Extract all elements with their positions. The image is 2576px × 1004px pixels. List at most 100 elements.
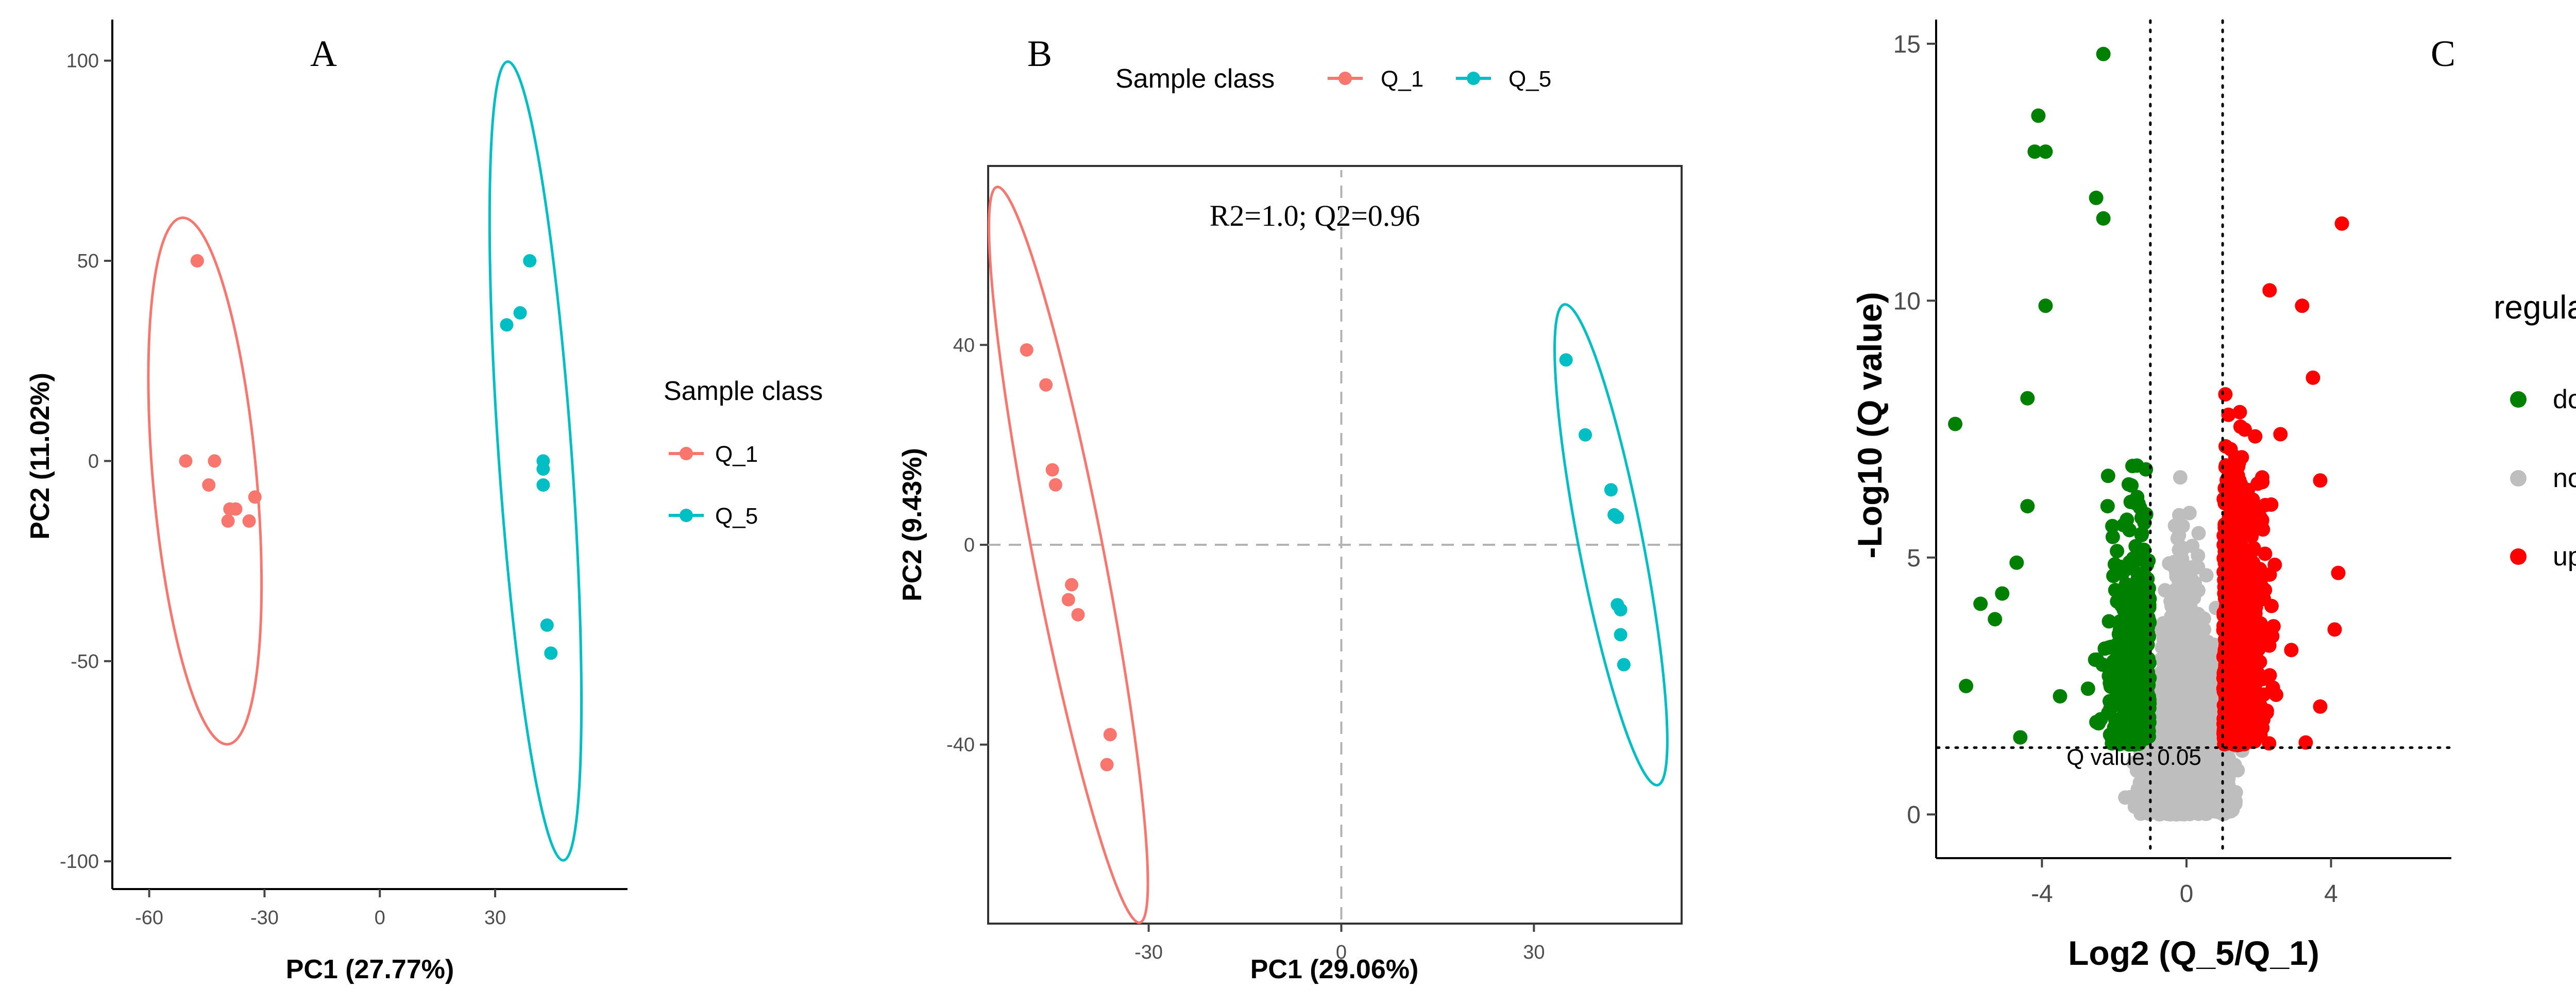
data-point-down (2135, 588, 2150, 603)
data-point-up (2238, 672, 2252, 687)
data-point-none (2167, 711, 2182, 726)
data-point-up (2232, 539, 2247, 554)
data-point-none (2164, 599, 2179, 614)
panel-c-marks (1936, 19, 2452, 857)
data-point-none (2172, 773, 2187, 788)
data-point-up (2230, 482, 2245, 497)
legend-key-none (2510, 470, 2527, 487)
data-point-down (2116, 637, 2131, 651)
data-point-up (2313, 473, 2328, 488)
data-point-down (2128, 539, 2143, 554)
y-tick-label: 0 (1907, 801, 1921, 829)
x-tick-label: -30 (1134, 942, 1163, 963)
data-point-down (2097, 641, 2112, 656)
data-point-up (2238, 607, 2252, 622)
y-axis-title: PC2 (9.43%) (897, 448, 927, 601)
data-point-q1 (1045, 463, 1059, 477)
data-point-up (2245, 580, 2260, 595)
data-point-q5 (1614, 628, 1628, 642)
data-point-up (2232, 551, 2247, 566)
data-point-down (1988, 612, 2003, 627)
data-point-up (2262, 668, 2277, 683)
data-point-down (2100, 468, 2115, 483)
legend-key-q5-dot (1467, 72, 1480, 85)
data-point-none (2118, 790, 2133, 805)
legend-label-none: none (2553, 463, 2576, 493)
data-point-q1 (221, 514, 235, 528)
data-point-up (2251, 641, 2266, 656)
x-axis-title: PC1 (29.06%) (1250, 955, 1419, 984)
data-point-down (2089, 190, 2104, 205)
data-point-up (2218, 657, 2233, 672)
data-point-down (2009, 555, 2024, 570)
data-point-none (2165, 794, 2180, 809)
data-point-q5 (1579, 428, 1592, 442)
data-point-none (2154, 624, 2169, 639)
data-point-up (2224, 458, 2239, 473)
data-point-down (2020, 499, 2035, 514)
data-point-up (2218, 439, 2233, 454)
data-point-down (2116, 517, 2131, 532)
data-point-none (2174, 807, 2189, 822)
data-point-q5 (1611, 510, 1624, 524)
data-point-none (2193, 713, 2208, 728)
legend: Sample class Q_1 Q_5 (1115, 64, 1551, 94)
data-point-none (2172, 657, 2187, 672)
x-tick-label: 30 (1523, 942, 1545, 963)
data-point-down (2103, 666, 2118, 681)
x-tick-label: 0 (1336, 942, 1347, 963)
data-point-up (2225, 705, 2240, 719)
data-point-down (2125, 459, 2140, 474)
data-point-down (2126, 657, 2141, 672)
model-fit-annotation: R2=1.0; Q2=0.96 (1210, 199, 1420, 232)
legend-label-q5: Q_5 (715, 504, 758, 529)
data-point-none (2172, 528, 2187, 543)
data-point-down (2140, 659, 2155, 674)
data-point-none (2191, 526, 2206, 541)
q-value-threshold-label: Q value: 0.05 (2066, 745, 2201, 770)
data-point-up (2258, 546, 2273, 561)
data-point-down (2102, 614, 2116, 629)
data-point-none (2213, 765, 2228, 780)
data-point-none (2180, 710, 2195, 725)
x-tick-label: -60 (135, 907, 163, 929)
data-point-up (2229, 574, 2244, 589)
data-point-down (2031, 108, 2046, 123)
data-point-none (2158, 720, 2173, 735)
data-point-q1 (1100, 758, 1114, 772)
data-point-up (2227, 718, 2242, 733)
data-point-none (2210, 799, 2225, 814)
data-point-q1 (1039, 378, 1053, 392)
panel-b-ticks: -30 0 30 40 0 -40 (946, 334, 1545, 963)
legend-title: Sample class (664, 376, 823, 406)
data-point-none (2194, 785, 2209, 800)
data-point-down (2129, 688, 2144, 702)
confidence-ellipse-q1 (147, 216, 263, 746)
data-point-none (2161, 765, 2176, 780)
x-tick-label: 30 (484, 907, 506, 929)
data-point-up (2268, 688, 2283, 702)
legend-key-q5-dot (680, 509, 693, 522)
data-point-none (2185, 724, 2200, 739)
data-point-q5 (513, 306, 527, 320)
data-point-q5 (536, 478, 550, 492)
data-point-up (2239, 724, 2254, 739)
data-point-down (2130, 573, 2145, 588)
legend-label-q5: Q_5 (1509, 66, 1551, 92)
data-point-down (2113, 614, 2128, 629)
data-point-none (2191, 560, 2206, 575)
data-point-up (2221, 407, 2236, 422)
data-point-none (2160, 660, 2175, 675)
panel-a-marks (147, 60, 583, 862)
confidence-ellipse-q5 (488, 60, 583, 862)
data-point-none (2182, 642, 2197, 657)
data-point-down (1959, 679, 1974, 694)
data-point-none (2167, 687, 2182, 702)
data-point-down (2134, 528, 2149, 543)
data-point-down (2053, 689, 2067, 704)
data-point-down (2038, 298, 2053, 313)
y-tick-label: 0 (88, 450, 99, 472)
data-point-down (2115, 675, 2130, 690)
legend: regulated down none up (2494, 289, 2576, 572)
